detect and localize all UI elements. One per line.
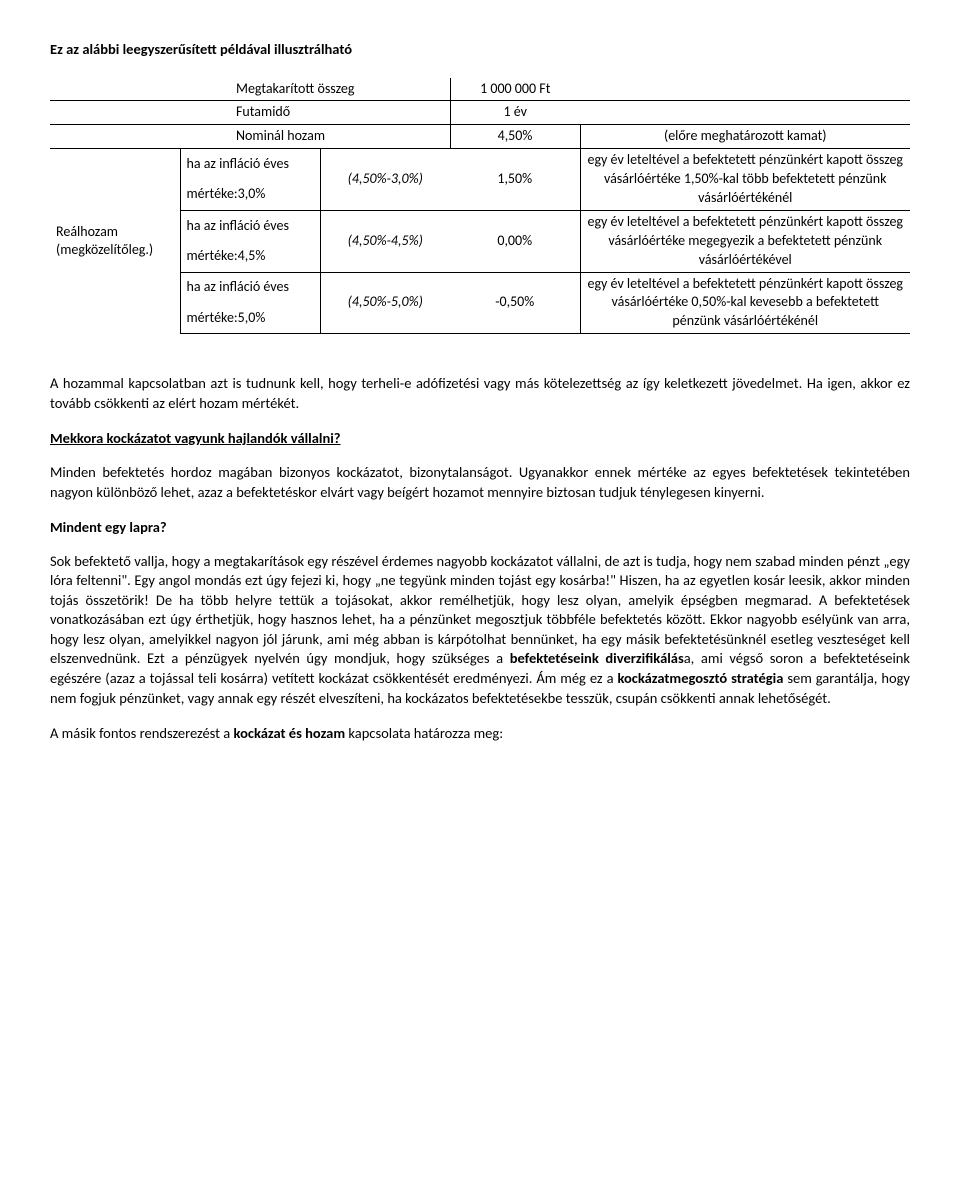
row-label: Nominál hozam — [180, 125, 450, 149]
heading-mindent: Mindent egy lapra? — [50, 518, 910, 538]
description: egy év leteltével a befektetett pénzünké… — [580, 272, 910, 334]
text-span: A másik fontos rendszerezést a — [50, 724, 234, 742]
result: 0,00% — [450, 210, 580, 272]
bold-kockazatmegoszto: kockázatmegosztó stratégia — [617, 669, 783, 687]
description: egy év leteltével a befektetett pénzünké… — [580, 149, 910, 211]
row-value: 1 000 000 Ft — [450, 78, 580, 101]
paragraph-minden-befektetes: Minden befektetés hordoz magában bizonyo… — [50, 463, 910, 502]
table-row: Reálhozam (megközelítőleg.) ha az inflác… — [50, 149, 910, 180]
condition-line2: mértéke:5,0% — [180, 303, 320, 334]
row-value: 1 év — [450, 101, 580, 125]
condition-line1: ha az infláció éves — [180, 149, 320, 180]
table-row: Futamidő 1 év — [50, 101, 910, 125]
formula: (4,50%-5,0%) — [320, 272, 450, 334]
description: egy év leteltével a befektetett pénzünké… — [580, 210, 910, 272]
result: 1,50% — [450, 149, 580, 211]
group-label: Reálhozam (megközelítőleg.) — [50, 149, 180, 334]
result: -0,50% — [450, 272, 580, 334]
condition-line2: mértéke:4,5% — [180, 241, 320, 272]
formula: (4,50%-4,5%) — [320, 210, 450, 272]
condition-line1: ha az infláció éves — [180, 210, 320, 241]
page-title: Ez az alábbi leegyszerűsített példával i… — [50, 40, 910, 60]
table-row: Nominál hozam 4,50% (előre meghatározott… — [50, 125, 910, 149]
example-table: Megtakarított összeg 1 000 000 Ft Futami… — [50, 78, 910, 335]
paragraph-masik: A másik fontos rendszerezést a kockázat … — [50, 724, 910, 744]
condition-line1: ha az infláció éves — [180, 272, 320, 303]
bold-diverzifikalas: befektetéseink diverzifikálás — [510, 649, 684, 667]
bold-kockazat-hozam: kockázat és hozam — [234, 724, 346, 742]
text-span: kapcsolata határozza meg: — [345, 724, 503, 742]
heading-mekkora: Mekkora kockázatot vagyunk hajlandók vál… — [50, 429, 910, 449]
row-value: 4,50% — [450, 125, 580, 149]
row-label: Futamidő — [180, 101, 450, 125]
group-label-line2: (megközelítőleg.) — [56, 241, 153, 258]
group-label-line1: Reálhozam — [56, 223, 118, 240]
table-row: Megtakarított összeg 1 000 000 Ft — [50, 78, 910, 101]
row-note: (előre meghatározott kamat) — [580, 125, 910, 149]
paragraph-sok-befekteto: Sok befektető vallja, hogy a megtakarítá… — [50, 552, 910, 709]
formula: (4,50%-3,0%) — [320, 149, 450, 211]
condition-line2: mértéke:3,0% — [180, 180, 320, 211]
row-label: Megtakarított összeg — [180, 78, 450, 101]
paragraph-hozam: A hozammal kapcsolatban azt is tudnunk k… — [50, 374, 910, 413]
